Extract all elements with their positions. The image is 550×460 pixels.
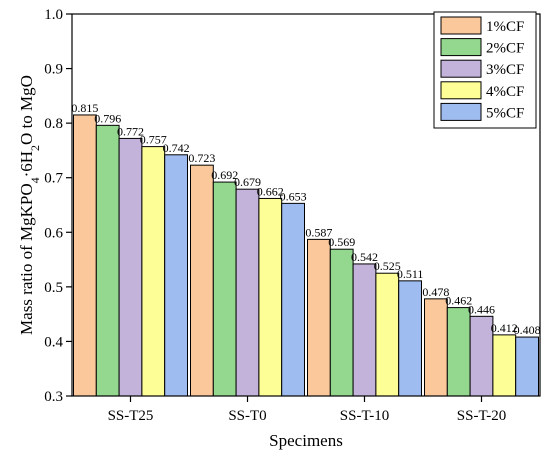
bar (235, 188, 260, 397)
y-tick-label: 0.8 (44, 116, 63, 132)
bar (492, 334, 517, 397)
bar-value-label: 0.412 (491, 321, 518, 335)
legend-label: 2%CF (486, 41, 524, 57)
legend-swatch (440, 38, 482, 57)
legend-swatch (440, 16, 482, 35)
x-tick-label: SS-T-20 (457, 408, 506, 424)
y-tick-label: 0.7 (44, 171, 63, 187)
bar-value-label: 0.569 (328, 235, 355, 249)
bar (95, 124, 120, 397)
y-axis-title-tail: O to MgO (17, 75, 36, 145)
bar-value-label: 0.662 (257, 184, 284, 198)
bar (424, 298, 448, 397)
bar-value-label: 0.796 (94, 111, 121, 125)
bar (212, 181, 237, 397)
x-axis-title: Specimens (269, 431, 343, 450)
legend-items: 1%CF 2%CF 3%CF 4%CF 5%CF (440, 16, 524, 121)
legend: 1%CF 2%CF 3%CF 4%CF 5%CF (433, 11, 537, 129)
bar (446, 307, 471, 397)
bar-value-label: 0.815 (71, 101, 98, 115)
legend-swatch (440, 59, 482, 78)
bar (164, 154, 188, 397)
bar (190, 164, 214, 397)
bar (258, 197, 283, 397)
bar (307, 238, 331, 397)
bar (398, 280, 423, 397)
bar (141, 146, 166, 397)
y-axis-title: Mass ratio of MgKPO4·6H2O to MgO (17, 75, 42, 335)
y-tick-label: 0.3 (44, 389, 63, 405)
bar-value-label: 0.692 (211, 168, 238, 182)
bar (469, 315, 494, 397)
bar-value-label: 0.525 (374, 259, 401, 273)
x-tick-label: SS-T-10 (340, 408, 389, 424)
legend-label: 5%CF (486, 105, 524, 121)
bar (352, 263, 377, 397)
y-tick-label: 0.9 (44, 62, 63, 78)
bar (281, 202, 306, 397)
bar-value-label: 0.511 (397, 267, 424, 281)
bar (73, 114, 97, 397)
legend-label: 4%CF (486, 84, 524, 100)
bar-value-label: 0.478 (422, 285, 449, 299)
y-axis: 0.3 0.4 0.5 0.6 0.7 0.8 0.9 1.0 (44, 7, 72, 405)
legend-swatch (440, 102, 482, 121)
bar (515, 336, 540, 397)
y-axis-title-main: Mass ratio of MgKPO (17, 183, 36, 335)
bar (118, 137, 143, 397)
bar-value-label: 0.462 (445, 294, 472, 308)
y-tick-label: 0.4 (44, 334, 63, 350)
y-axis-title-mid: ·6H (17, 151, 36, 177)
bar-value-label: 0.742 (163, 141, 190, 155)
legend-swatch (440, 81, 482, 100)
bar-value-label: 0.446 (468, 302, 495, 316)
y-tick-label: 1.0 (44, 7, 63, 23)
bar-value-label: 0.723 (188, 151, 215, 165)
y-tick-label: 0.6 (44, 225, 63, 241)
y-axis-title-sub1: 4 (28, 177, 42, 183)
legend-label: 1%CF (486, 19, 524, 35)
x-tick-label: SS-T25 (108, 408, 154, 424)
bar (329, 248, 354, 397)
x-axis: SS-T25 SS-T0 SS-T-10 SS-T-20 (108, 396, 506, 424)
bar (375, 272, 400, 397)
x-tick-label: SS-T0 (228, 408, 266, 424)
bar-value-label: 0.408 (514, 323, 541, 337)
legend-label: 3%CF (486, 62, 524, 78)
bar-value-label: 0.653 (280, 189, 307, 203)
bar-value-label: 0.757 (140, 133, 167, 147)
y-axis-title-sub2: 2 (28, 145, 42, 151)
bar-value-label: 0.542 (351, 250, 378, 264)
plot-frame (71, 13, 541, 397)
bar-value-label: 0.679 (234, 175, 261, 189)
bar-value-label: 0.587 (305, 225, 332, 239)
y-tick-label: 0.5 (44, 280, 63, 296)
bar-value-label: 0.772 (117, 124, 144, 138)
bars-layer (73, 114, 540, 397)
